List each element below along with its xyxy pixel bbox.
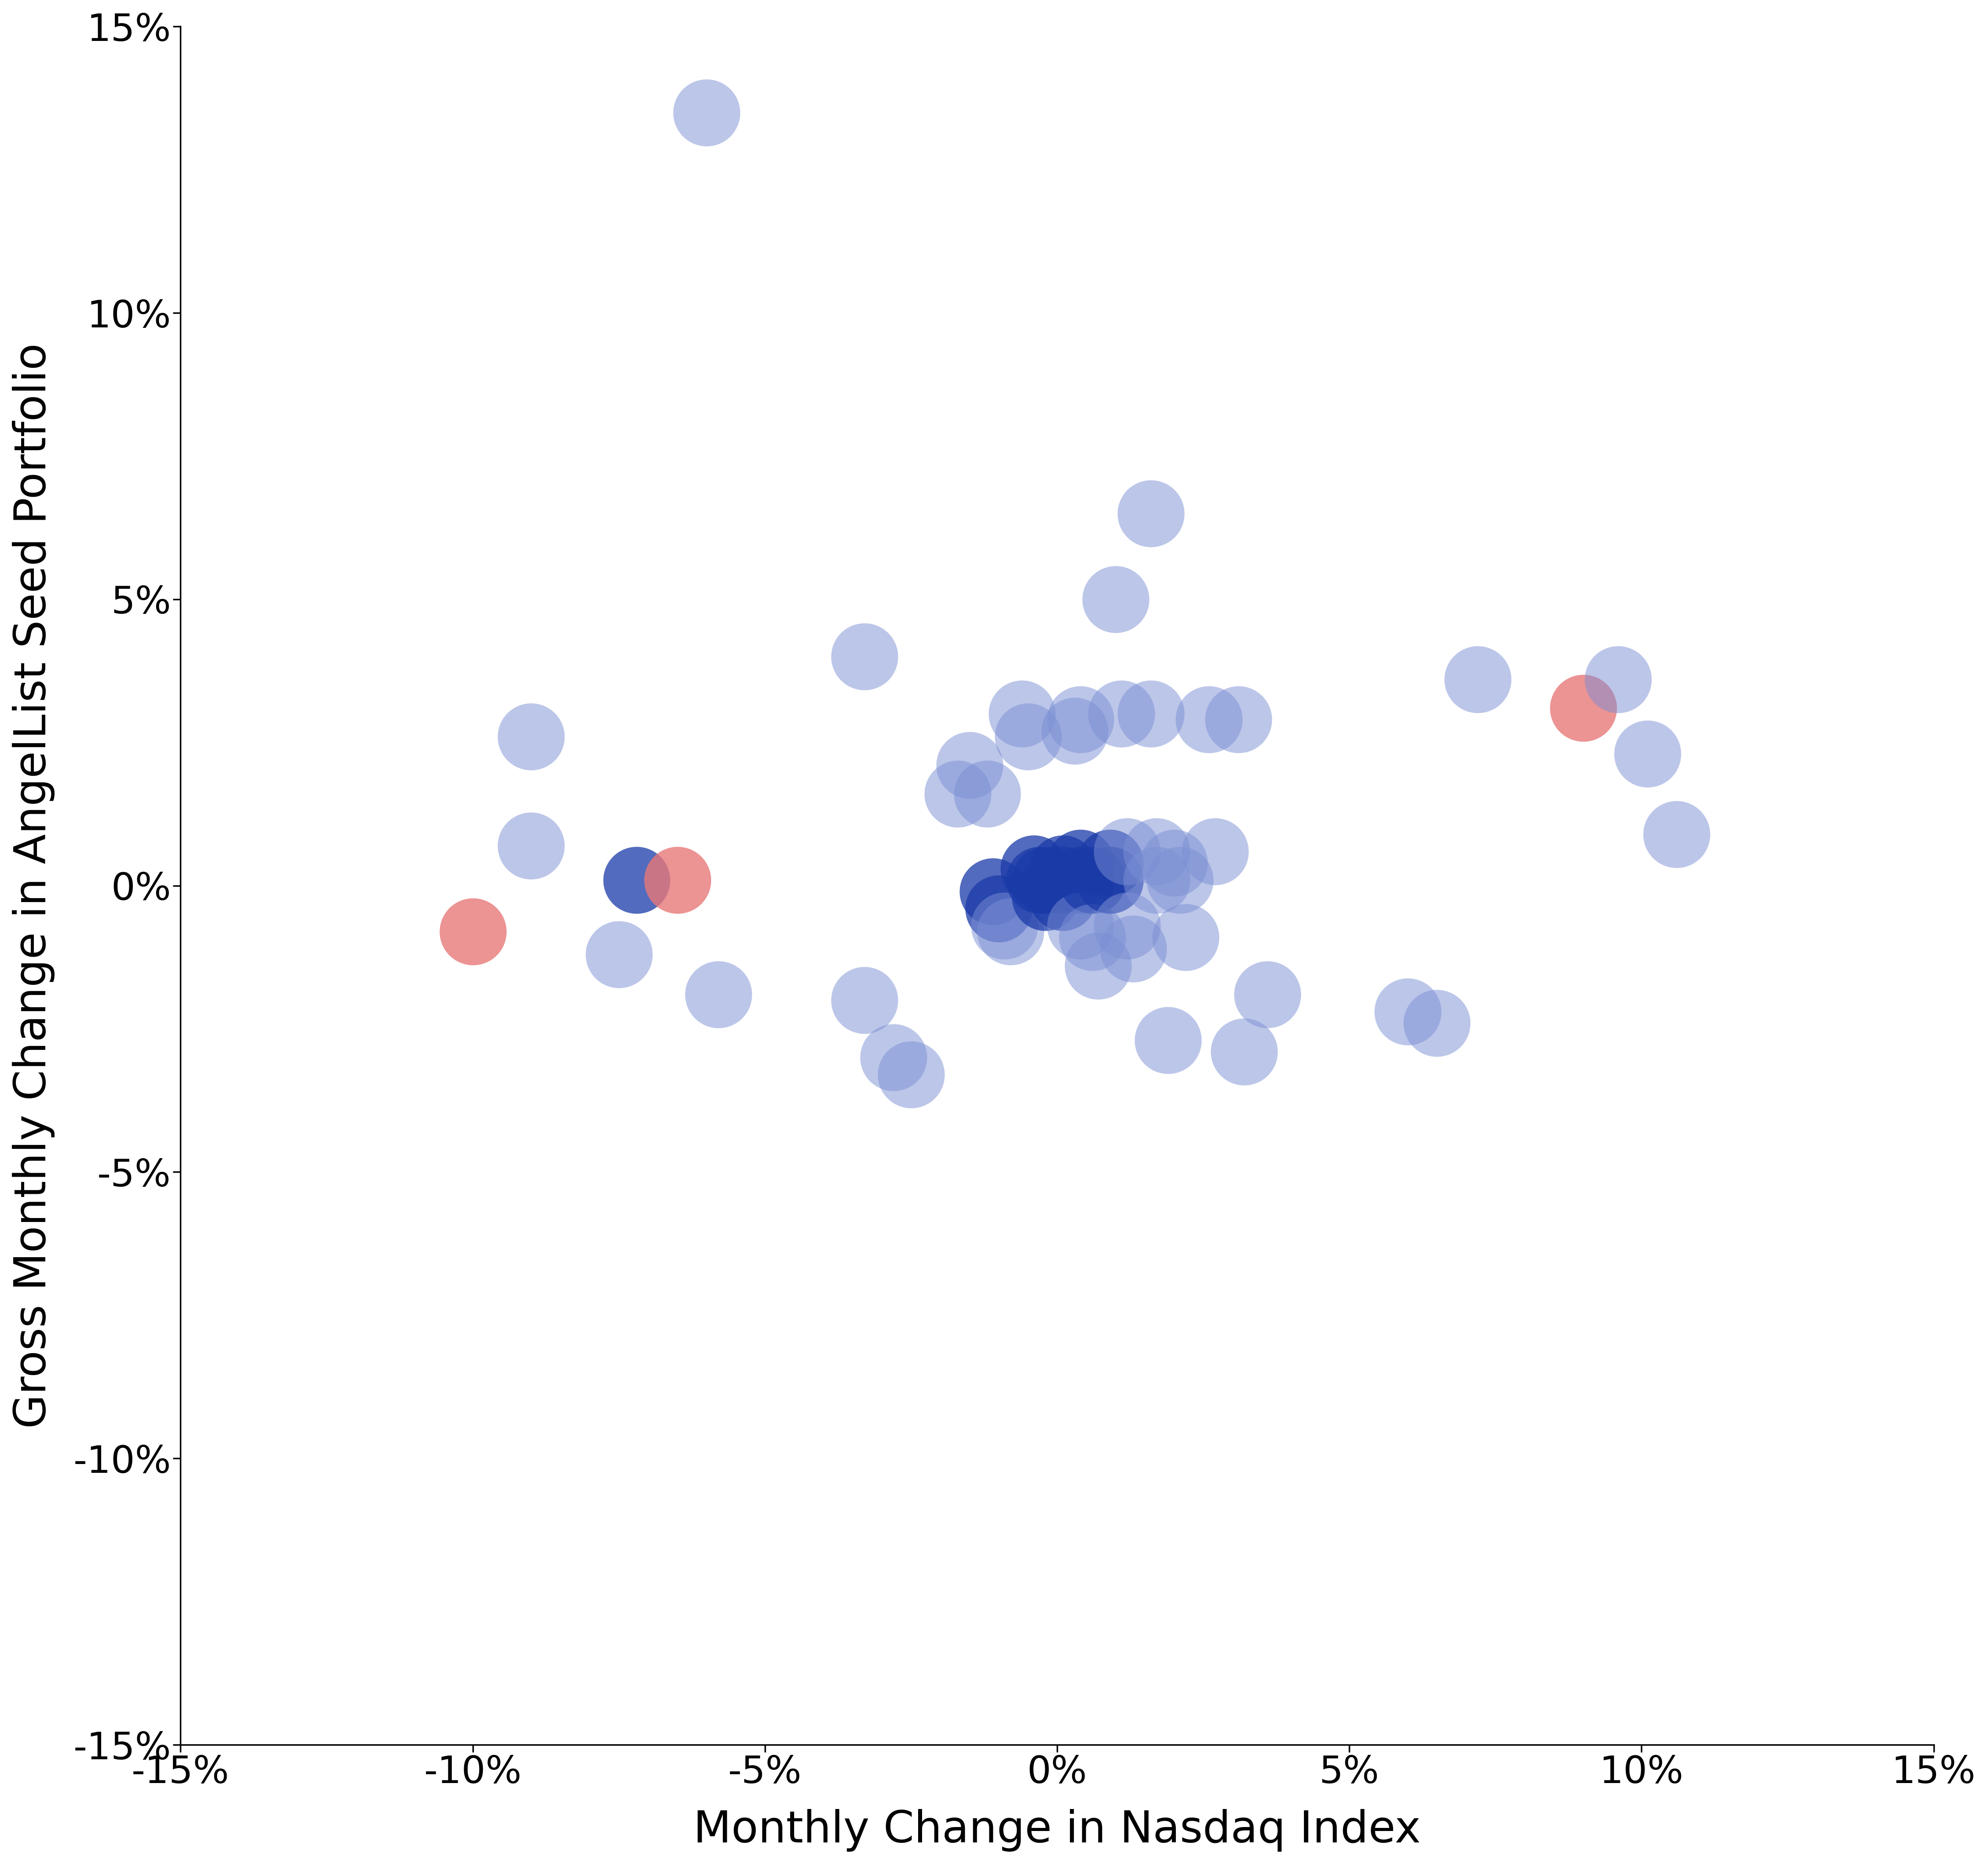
- Point: [457, 917, 489, 947]
- Point: [1135, 699, 1167, 729]
- Point: [994, 917, 1026, 947]
- Point: [877, 1042, 909, 1072]
- Point: [1159, 848, 1191, 878]
- Point: [1223, 705, 1254, 734]
- Point: [970, 779, 1002, 809]
- Point: [1093, 865, 1125, 895]
- Point: [1252, 980, 1284, 1010]
- Point: [1169, 923, 1201, 953]
- Point: [1066, 911, 1097, 941]
- Point: [702, 980, 734, 1010]
- Point: [1030, 882, 1062, 911]
- Point: [1163, 865, 1195, 895]
- Point: [1602, 665, 1634, 695]
- Point: [1048, 865, 1079, 895]
- Point: [1066, 848, 1097, 878]
- Point: [1076, 923, 1107, 953]
- Point: [895, 1061, 926, 1090]
- Point: [1111, 911, 1143, 941]
- Point: [1632, 738, 1664, 768]
- Point: [1199, 837, 1231, 867]
- Point: [1012, 721, 1044, 751]
- Point: [1392, 997, 1423, 1027]
- Point: [1030, 865, 1062, 895]
- Point: [1660, 818, 1692, 848]
- Y-axis label: Gross Monthly Change in AngelList Seed Portfolio: Gross Monthly Change in AngelList Seed P…: [12, 343, 56, 1428]
- Point: [515, 831, 547, 861]
- Point: [1066, 705, 1097, 734]
- Point: [849, 986, 881, 1016]
- Point: [1105, 699, 1137, 729]
- Point: [849, 641, 881, 671]
- Point: [515, 721, 547, 751]
- Point: [1567, 693, 1598, 723]
- Point: [1048, 854, 1079, 884]
- Point: [1229, 1036, 1260, 1066]
- Point: [976, 876, 1008, 906]
- Point: [1076, 865, 1107, 895]
- Point: [602, 939, 634, 969]
- Point: [1117, 934, 1149, 964]
- Point: [1060, 716, 1091, 746]
- Point: [1081, 951, 1113, 980]
- Point: [1111, 837, 1143, 867]
- Point: [982, 893, 1014, 923]
- Point: [690, 97, 722, 127]
- Point: [1461, 665, 1493, 695]
- Point: [1135, 498, 1167, 528]
- Point: [662, 865, 694, 895]
- Point: [1099, 583, 1131, 613]
- Point: [1048, 882, 1079, 911]
- Point: [1018, 854, 1050, 884]
- Point: [620, 865, 652, 895]
- Point: [1193, 705, 1225, 734]
- Point: [942, 779, 974, 809]
- Point: [1421, 1008, 1453, 1038]
- Point: [1066, 865, 1097, 895]
- Point: [1093, 848, 1125, 878]
- Point: [1024, 865, 1056, 895]
- Point: [954, 751, 986, 781]
- Point: [1141, 865, 1173, 895]
- X-axis label: Monthly Change in Nasdaq Index: Monthly Change in Nasdaq Index: [694, 1810, 1421, 1851]
- Point: [1153, 1025, 1185, 1055]
- Point: [1006, 699, 1038, 729]
- Point: [988, 911, 1020, 941]
- Point: [1141, 837, 1173, 867]
